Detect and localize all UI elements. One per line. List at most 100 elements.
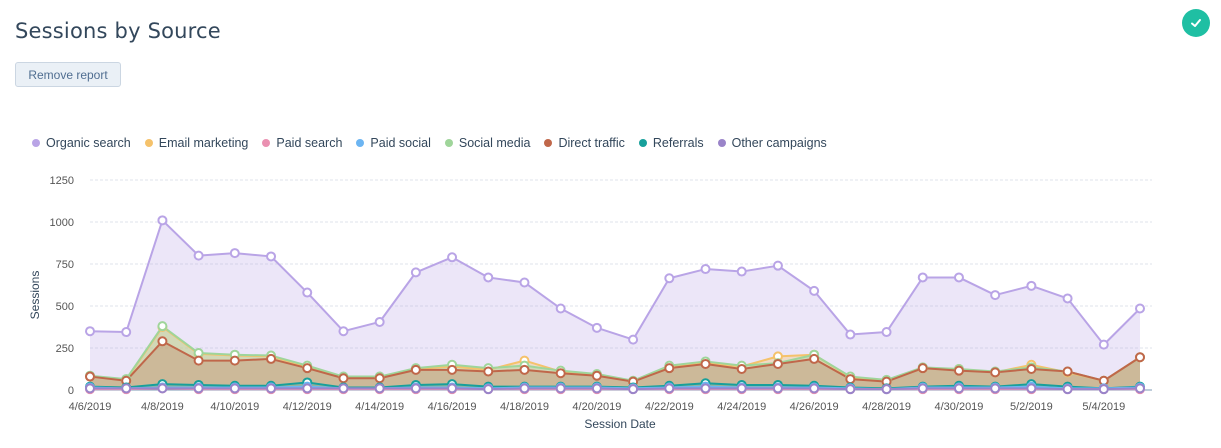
point-direct-traffic[interactable] <box>809 353 820 364</box>
point-organic-search[interactable] <box>1135 303 1145 314</box>
point-direct-traffic[interactable] <box>591 370 602 381</box>
x-tick-label: 4/28/2019 <box>862 401 911 413</box>
point-direct-traffic[interactable] <box>736 364 747 374</box>
point-other-campaigns[interactable] <box>266 383 277 394</box>
point-direct-traffic[interactable] <box>1135 352 1145 363</box>
point-direct-traffic[interactable] <box>85 371 95 382</box>
point-other-campaigns[interactable] <box>193 383 204 394</box>
point-other-campaigns[interactable] <box>881 384 892 395</box>
point-other-campaigns[interactable] <box>229 383 240 394</box>
point-other-campaigns[interactable] <box>338 383 349 394</box>
point-other-campaigns[interactable] <box>1062 384 1073 395</box>
point-other-campaigns[interactable] <box>917 383 928 394</box>
point-direct-traffic[interactable] <box>845 374 856 385</box>
point-direct-traffic[interactable] <box>664 363 675 374</box>
point-direct-traffic[interactable] <box>374 373 385 384</box>
legend-item-paid-search[interactable]: Paid search <box>262 136 342 150</box>
point-organic-search[interactable] <box>772 260 783 271</box>
point-direct-traffic[interactable] <box>953 365 964 376</box>
point-organic-search[interactable] <box>519 277 530 288</box>
point-organic-search[interactable] <box>1098 339 1109 350</box>
legend-item-other-campaigns[interactable]: Other campaigns <box>717 136 827 150</box>
point-other-campaigns[interactable] <box>1135 383 1145 394</box>
point-other-campaigns[interactable] <box>121 383 132 394</box>
point-direct-traffic[interactable] <box>700 358 711 369</box>
point-direct-traffic[interactable] <box>338 373 349 384</box>
point-direct-traffic[interactable] <box>157 336 168 347</box>
point-organic-search[interactable] <box>85 326 95 337</box>
point-other-campaigns[interactable] <box>772 383 783 394</box>
point-other-campaigns[interactable] <box>555 383 566 394</box>
point-other-campaigns[interactable] <box>374 383 385 394</box>
point-organic-search[interactable] <box>736 266 747 277</box>
point-direct-traffic[interactable] <box>193 355 204 366</box>
point-organic-search[interactable] <box>121 327 132 338</box>
point-other-campaigns[interactable] <box>410 383 421 394</box>
point-organic-search[interactable] <box>338 326 349 337</box>
point-organic-search[interactable] <box>266 251 277 262</box>
point-direct-traffic[interactable] <box>447 364 458 375</box>
point-direct-traffic[interactable] <box>229 355 240 366</box>
point-organic-search[interactable] <box>410 267 421 278</box>
line-organic-search <box>89 219 1141 346</box>
point-direct-traffic[interactable] <box>519 364 530 375</box>
legend-item-paid-social[interactable]: Paid social <box>356 136 431 150</box>
point-direct-traffic[interactable] <box>483 366 494 377</box>
point-direct-traffic[interactable] <box>772 358 783 369</box>
point-organic-search[interactable] <box>664 273 675 284</box>
point-organic-search[interactable] <box>881 327 892 338</box>
point-organic-search[interactable] <box>374 316 385 327</box>
point-direct-traffic[interactable] <box>266 353 277 364</box>
point-other-campaigns[interactable] <box>519 383 530 394</box>
point-direct-traffic[interactable] <box>555 368 566 379</box>
point-organic-search[interactable] <box>447 252 458 263</box>
point-direct-traffic[interactable] <box>410 364 421 375</box>
point-organic-search[interactable] <box>229 248 240 259</box>
point-direct-traffic[interactable] <box>302 363 313 374</box>
point-other-campaigns[interactable] <box>809 383 820 394</box>
point-organic-search[interactable] <box>845 329 856 340</box>
point-organic-search[interactable] <box>302 287 313 298</box>
point-other-campaigns[interactable] <box>628 384 639 395</box>
point-other-campaigns[interactable] <box>157 383 168 394</box>
point-direct-traffic[interactable] <box>917 363 928 374</box>
legend-item-social-media[interactable]: Social media <box>444 136 530 150</box>
point-other-campaigns[interactable] <box>85 383 95 394</box>
legend-item-direct-traffic[interactable]: Direct traffic <box>544 136 625 150</box>
point-other-campaigns[interactable] <box>591 383 602 394</box>
point-direct-traffic[interactable] <box>990 367 1001 378</box>
point-other-campaigns[interactable] <box>302 383 313 394</box>
point-organic-search[interactable] <box>628 334 639 345</box>
point-organic-search[interactable] <box>1062 293 1073 304</box>
point-other-campaigns[interactable] <box>483 384 494 395</box>
point-direct-traffic[interactable] <box>1062 366 1073 377</box>
point-organic-search[interactable] <box>555 303 566 314</box>
point-other-campaigns[interactable] <box>990 383 1001 394</box>
point-organic-search[interactable] <box>953 272 964 283</box>
point-direct-traffic[interactable] <box>1026 364 1037 374</box>
legend-item-organic-search[interactable]: Organic search <box>32 136 131 150</box>
legend-item-referrals[interactable]: Referrals <box>638 136 704 150</box>
point-organic-search[interactable] <box>809 285 820 296</box>
legend-label: Referrals <box>652 136 704 150</box>
point-organic-search[interactable] <box>990 290 1001 301</box>
point-other-campaigns[interactable] <box>736 383 747 394</box>
point-organic-search[interactable] <box>700 264 711 275</box>
status-check-button[interactable] <box>1182 9 1210 37</box>
point-other-campaigns[interactable] <box>953 383 964 394</box>
point-other-campaigns[interactable] <box>447 383 458 394</box>
point-other-campaigns[interactable] <box>1098 384 1109 395</box>
point-organic-search[interactable] <box>483 272 494 283</box>
point-organic-search[interactable] <box>1026 280 1037 291</box>
point-social-media[interactable] <box>157 321 168 332</box>
remove-report-button[interactable]: Remove report <box>15 62 121 87</box>
point-organic-search[interactable] <box>157 215 168 226</box>
point-other-campaigns[interactable] <box>664 383 675 394</box>
point-organic-search[interactable] <box>193 250 204 261</box>
point-organic-search[interactable] <box>591 322 602 333</box>
legend-item-email-marketing[interactable]: Email marketing <box>144 136 248 150</box>
point-other-campaigns[interactable] <box>1026 383 1037 394</box>
point-organic-search[interactable] <box>917 272 928 283</box>
point-other-campaigns[interactable] <box>845 384 856 395</box>
point-other-campaigns[interactable] <box>700 383 711 394</box>
